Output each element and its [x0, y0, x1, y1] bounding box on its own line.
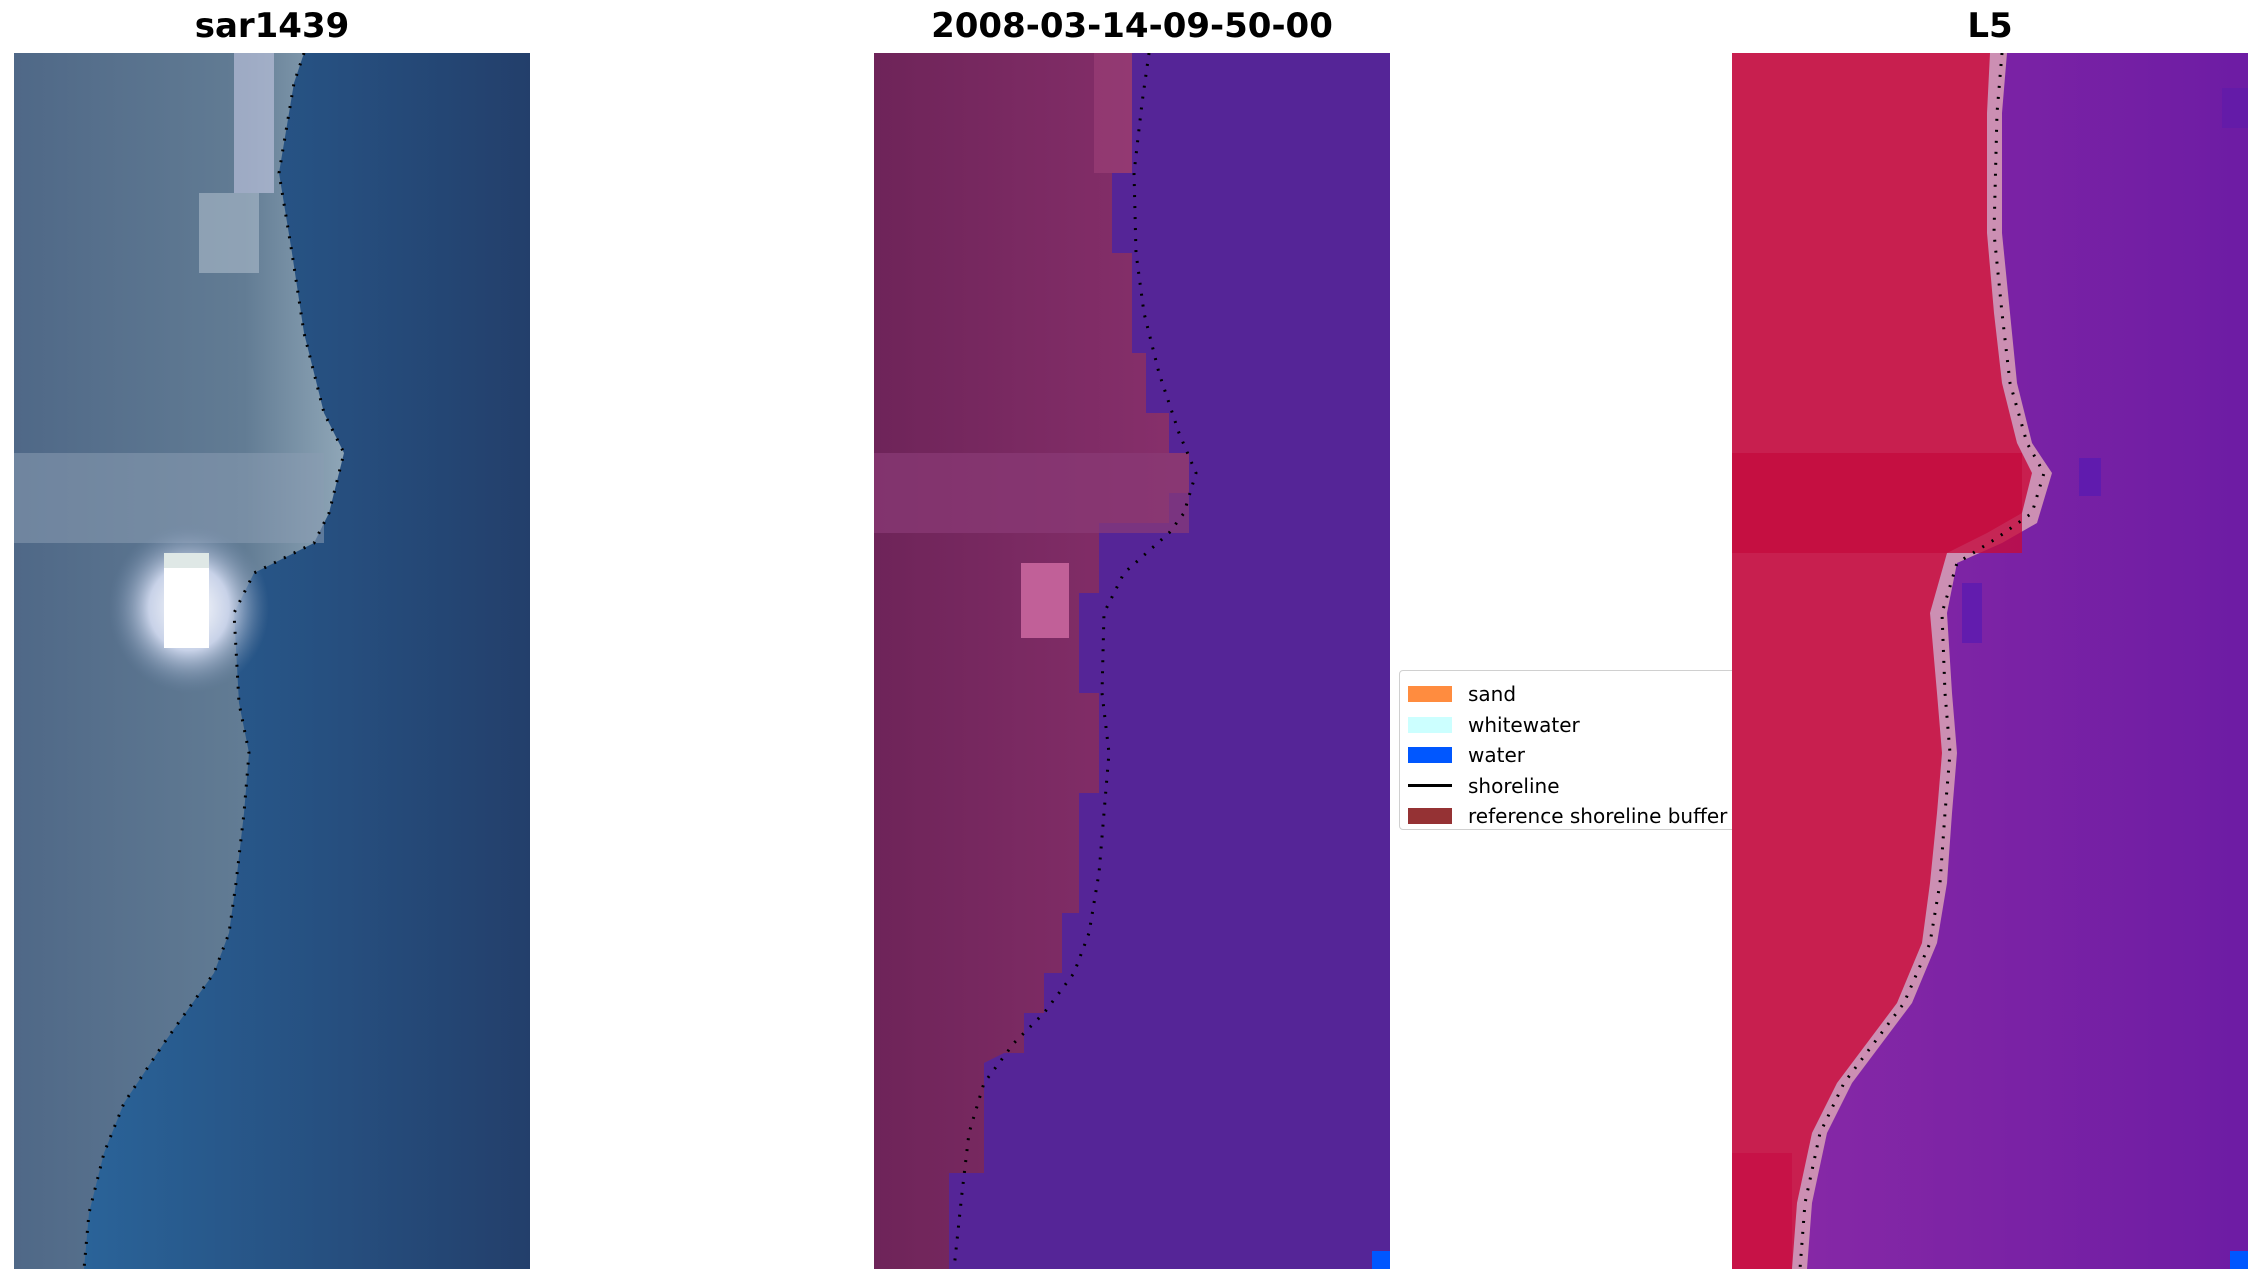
legend-label: reference shoreline buffer: [1468, 804, 1728, 829]
legend-label: sand: [1468, 682, 1517, 707]
legend-item-sand: sand: [1408, 679, 1738, 710]
index-image: [1732, 53, 2248, 1269]
water-pixel: [2230, 1251, 2248, 1269]
panel-title-index: L5: [1967, 6, 2013, 46]
classified-image-panel: [874, 53, 1390, 1269]
legend-swatch-water: [1408, 747, 1452, 764]
legend-item-shoreline: shoreline: [1408, 771, 1738, 802]
legend-item-whitewater: whitewater: [1408, 710, 1738, 741]
legend-swatch-buffer: [1408, 808, 1452, 825]
panel-title-classified: 2008-03-14-09-50-00: [931, 6, 1333, 46]
legend: sand whitewater water shoreline referenc…: [1399, 670, 1739, 830]
legend-label: whitewater: [1468, 712, 1580, 737]
water-pixel: [1372, 1251, 1390, 1269]
legend-item-buffer: reference shoreline buffer: [1408, 801, 1738, 832]
legend-item-water: water: [1408, 740, 1738, 771]
classified-image: [874, 53, 1390, 1269]
rgb-image-panel: [14, 53, 530, 1269]
index-image-panel: [1732, 53, 2248, 1269]
legend-label: shoreline: [1468, 773, 1560, 798]
rgb-image: [14, 53, 530, 1269]
panel-title-rgb: sar1439: [194, 6, 350, 46]
legend-swatch-shoreline: [1408, 784, 1452, 788]
legend-swatch-whitewater: [1408, 716, 1452, 733]
legend-swatch-sand: [1408, 686, 1452, 703]
legend-label: water: [1468, 743, 1525, 768]
